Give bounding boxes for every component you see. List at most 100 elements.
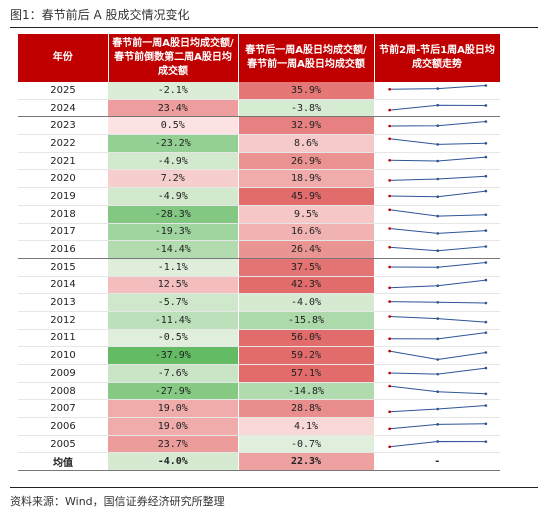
trend-point: [435, 373, 439, 376]
trend-cell: [373, 258, 500, 277]
table-row: 2022 -23.2% 8.6%: [18, 134, 500, 153]
post-holiday-change-cell: 26.4%: [238, 240, 375, 259]
year-cell: 2007: [18, 399, 108, 419]
trend-point: [387, 245, 391, 249]
table-row: 2008 -27.9% -14.8%: [18, 382, 500, 401]
trend-point: [483, 350, 487, 354]
trend-point: [435, 357, 439, 361]
trend-sparkline: [387, 384, 487, 396]
trend-point: [483, 84, 487, 88]
table-row: 2016 -14.4% 26.4%: [18, 240, 500, 259]
trend-point: [387, 372, 391, 375]
year-cell: 2024: [18, 99, 108, 118]
trend-sparkline: [387, 422, 487, 431]
trend-sparkline: [387, 315, 487, 324]
table-row: 2020 7.2% 18.9%: [18, 169, 500, 189]
pre-holiday-change-cell: -37.9%: [108, 346, 239, 365]
table-row: 2013 -5.7% -4.0%: [18, 293, 500, 312]
trend-point: [387, 445, 391, 449]
pre-holiday-change-cell: 23.7%: [108, 435, 239, 454]
trend-point: [387, 124, 391, 128]
trend-cell: [373, 435, 500, 454]
trend-point: [387, 88, 391, 91]
year-cell: 2025: [18, 82, 108, 100]
table-body: 2025 -2.1% 35.9% 2024 23.4% -3.8% 2023 0.5% 32.9…: [18, 82, 500, 472]
post-holiday-change-cell: 9.5%: [238, 205, 375, 224]
pre-holiday-change-cell: -28.3%: [108, 205, 239, 224]
pre-holiday-change-cell: -27.9%: [108, 382, 239, 401]
average-label-cell: 均值: [18, 452, 108, 472]
trend-point: [483, 190, 487, 193]
trend-cell: [373, 276, 500, 295]
table-row: 2024 23.4% -3.8%: [18, 99, 500, 118]
trend-sparkline: [387, 137, 487, 147]
year-cell: 2020: [18, 169, 108, 189]
post-holiday-change-cell: 37.5%: [238, 258, 375, 277]
pre-holiday-change-cell: 23.4%: [108, 99, 239, 118]
pre-holiday-change-cell: -11.4%: [108, 311, 239, 330]
trend-point: [435, 124, 439, 127]
header-pre-holiday: 春节前一周A股日均成交额/春节前倒数第二周A股日均成交额: [108, 34, 239, 82]
trend-point: [387, 286, 391, 290]
trend-point: [435, 390, 439, 394]
post-holiday-change-cell: 45.9%: [238, 187, 375, 206]
trend-sparkline: [387, 349, 487, 361]
trend-point: [387, 384, 391, 388]
trend-point: [435, 159, 439, 163]
pre-holiday-change-cell: 7.2%: [108, 169, 239, 189]
post-holiday-change-cell: 18.9%: [238, 169, 375, 189]
pre-holiday-change-cell: -0.5%: [108, 329, 239, 348]
trend-point: [483, 403, 487, 407]
post-holiday-change-cell: 42.3%: [238, 276, 375, 295]
pre-holiday-change-cell: -19.3%: [108, 223, 239, 242]
trend-sparkline: [387, 227, 487, 235]
trend-sparkline: [387, 190, 487, 199]
pre-holiday-change-cell: -4.9%: [108, 187, 239, 206]
trend-point: [387, 137, 391, 141]
year-cell: 2018: [18, 205, 108, 224]
trend-point: [483, 244, 487, 248]
trend-cell: [373, 223, 500, 242]
trend-sparkline: [387, 299, 487, 304]
table-row: 2009 -7.6% 57.1%: [18, 364, 500, 383]
pre-holiday-change-cell: 0.5%: [108, 116, 239, 136]
year-cell: 2011: [18, 329, 108, 348]
trend-point: [483, 229, 487, 232]
trend-sparkline: [387, 208, 487, 218]
trading-volume-table: 年份 春节前一周A股日均成交额/春节前倒数第二周A股日均成交额 春节后一周A股日…: [18, 34, 501, 472]
pre-holiday-change-cell: 19.0%: [108, 399, 239, 419]
trend-sparkline: [387, 331, 487, 341]
trend-sparkline: [387, 84, 487, 91]
average-post-cell: 22.3%: [238, 452, 375, 472]
trend-point: [435, 317, 439, 321]
trend-point: [483, 104, 487, 107]
table-row: 2018 -28.3% 9.5%: [18, 205, 500, 224]
trend-sparkline: [387, 278, 487, 290]
table-row: 2017 -19.3% 16.6%: [18, 223, 500, 242]
table-row: 2007 19.0% 28.8%: [18, 399, 500, 419]
trend-sparkline: [387, 261, 487, 269]
post-holiday-change-cell: -4.0%: [238, 293, 375, 312]
year-cell: 2019: [18, 187, 108, 206]
trend-sparkline: [387, 103, 487, 112]
pre-holiday-change-cell: -14.4%: [108, 240, 239, 259]
trend-point: [435, 231, 439, 235]
trend-cell: [373, 82, 500, 100]
trend-point: [483, 422, 487, 426]
trend-point: [387, 159, 391, 162]
table-row: 2025 -2.1% 35.9%: [18, 82, 500, 100]
trend-sparkline: [387, 119, 487, 128]
top-rule: [10, 27, 538, 28]
year-cell: 2008: [18, 382, 108, 401]
post-holiday-change-cell: 59.2%: [238, 346, 375, 365]
header-trend: 节前2周-节后1周A股日均成交额走势: [374, 34, 501, 82]
average-row: 均值 -4.0% 22.3% -: [18, 452, 500, 472]
trend-cell: [373, 169, 500, 189]
trend-point: [435, 440, 439, 443]
header-row: 年份 春节前一周A股日均成交额/春节前倒数第二周A股日均成交额 春节后一周A股日…: [18, 34, 501, 82]
post-holiday-change-cell: 57.1%: [238, 364, 375, 383]
pre-holiday-change-cell: 12.5%: [108, 276, 239, 295]
year-cell: 2014: [18, 276, 108, 295]
post-holiday-change-cell: 4.1%: [238, 417, 375, 436]
trend-point: [435, 87, 439, 91]
